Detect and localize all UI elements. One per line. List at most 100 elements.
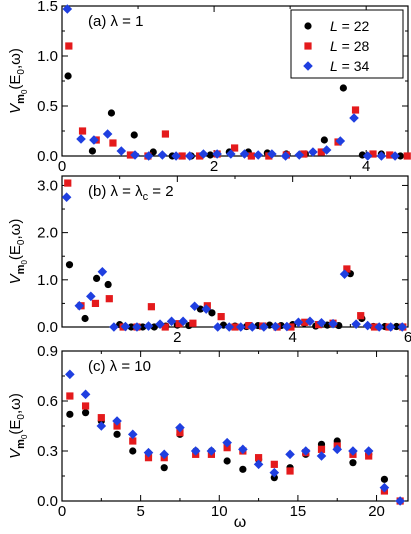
data-point [224,322,235,332]
legend-marker [304,22,312,30]
y-tick-label: 1.0 [37,272,58,289]
data-point [369,150,377,158]
data-point [104,280,112,289]
data-point [208,309,216,317]
legend-marker [304,42,312,50]
y-axis-labels: Vm0(E0,ω) Vm0(E0,ω) Vm0(E0,ω) [7,48,29,459]
data-point [332,444,343,455]
x-tick-label: 6 [404,329,411,346]
data-point [107,109,116,117]
data-point [396,152,404,160]
data-point [159,449,170,460]
data-point [130,131,138,139]
data-point [386,151,394,159]
y-tick-label: 0.5 [37,98,58,115]
data-point [66,410,74,418]
data-point [143,321,154,331]
data-point [226,149,236,159]
data-point [269,467,280,478]
panel-1: 0 2 4 0.0 0.5 1.0 1.5 (a) λ = 1 [37,0,411,175]
data-point [239,465,247,473]
y-axis-label: Vm0(E0,ω) [7,219,29,285]
x-tick-label: 5 [136,503,144,520]
data-point [349,459,357,467]
data-point [175,422,185,433]
data-point [270,460,278,468]
data-point [160,464,168,472]
data-point [161,130,170,138]
data-point [217,313,225,321]
data-point [285,449,295,460]
data-point [96,421,107,431]
data-point [282,321,292,332]
data-point [64,179,72,187]
data-point [212,149,222,159]
data-point [120,321,131,332]
data-point [175,320,183,328]
data-point [102,129,113,139]
data-point [196,305,204,313]
data-point [270,321,281,332]
data-point [150,323,158,331]
data-point [143,151,154,161]
data-point [385,322,396,332]
data-point [247,152,255,160]
y-axis-label: Vm0(E0,ω) [7,393,29,459]
data-point [380,475,389,483]
data-point [374,322,384,332]
data-point [206,446,217,456]
data-point [343,265,351,273]
data-point [109,322,119,332]
legend-entry: L = 28 [330,38,370,54]
x-tick-label: 10 [211,503,228,520]
data-point [171,151,181,161]
data-point [253,459,264,470]
panel-title: (a) λ = 1 [88,13,143,30]
legend-entry: L = 22 [330,18,370,34]
data-point [308,147,318,157]
data-point [155,319,165,329]
data-point [317,445,326,453]
x-tick-label: 4 [288,329,296,346]
data-point [190,446,201,456]
x-tick-label: 20 [368,503,385,520]
data-point [223,457,231,465]
data-point [178,316,188,327]
data-point [348,446,358,456]
data-point [189,319,197,327]
data-point [139,323,147,331]
data-point [351,106,360,114]
data-point [320,136,328,144]
data-point [357,312,365,320]
data-point [109,139,117,147]
data-point [81,409,90,417]
data-point [392,322,401,331]
data-point [316,317,327,328]
data-point [65,261,74,269]
data-point [112,416,122,426]
data-point [76,134,86,144]
y-tick-label: 0.0 [37,148,58,165]
data-point [176,429,184,437]
data-point [245,321,253,330]
data-point [206,151,214,159]
data-point [362,151,373,161]
data-point [198,149,209,159]
panel-2: 2 4 6 0.0 1.0 2.0 3.0 (b) λ = λc = 2 [37,175,411,346]
data-point [339,269,350,279]
y-tick-label: 0.0 [37,319,58,336]
data-point [129,447,137,455]
data-point [231,323,239,331]
panel-title: (b) λ = λc = 2 [88,183,174,203]
panel-3: 0 5 10 15 20 0.0 0.3 0.6 0.9 (c) λ = 10 [37,343,409,520]
panels: 0 2 4 0.0 0.5 1.0 1.5 (a) λ = 1 2 4 6 0.0 1.0 2.0 3.0 (… [37,0,411,520]
data-point [157,150,168,160]
data-point [81,402,90,410]
x-tick-label: 0 [58,158,66,175]
data-point [351,319,361,329]
data-point [397,322,408,332]
data-point [317,148,325,156]
data-point [267,149,277,159]
data-point [147,303,155,311]
